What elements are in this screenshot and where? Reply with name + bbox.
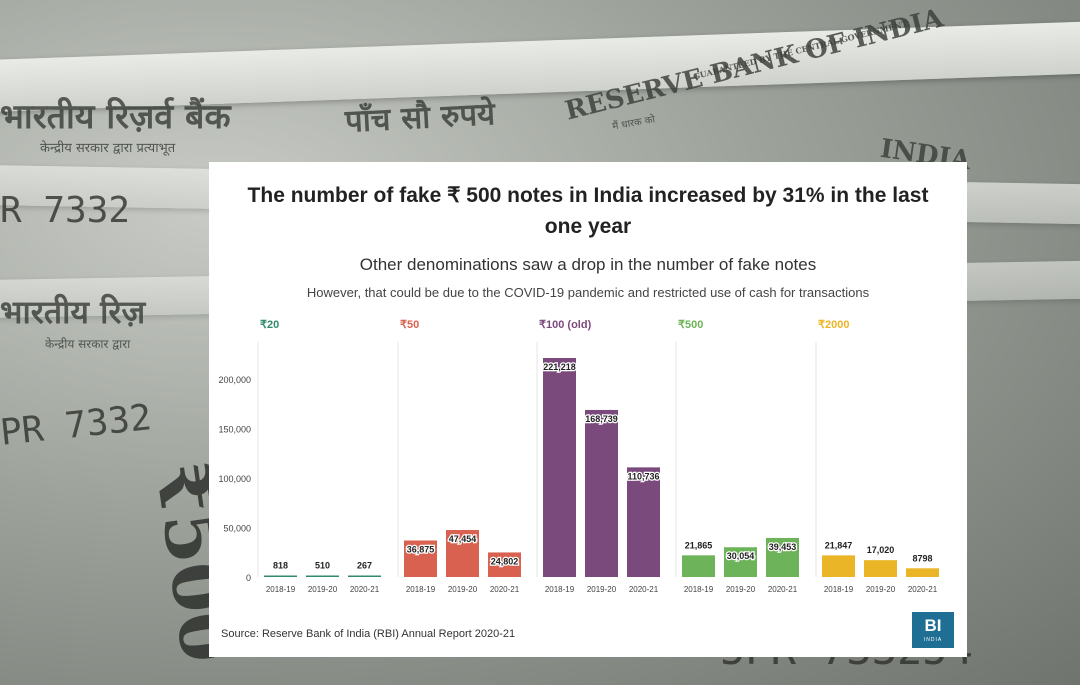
logo-text: BI [924,616,942,635]
data-label: 221,218 [543,362,576,372]
bar [906,568,939,577]
bar [543,357,576,577]
x-tick-label: 2018-19 [824,585,854,594]
data-label: 24,802 [491,556,519,566]
x-tick-label: 2018-19 [684,585,714,594]
bar [404,540,437,577]
bar [348,575,381,577]
x-tick-label: 2020-21 [350,585,380,594]
data-label: 21,865 [685,540,713,550]
x-tick-label: 2020-21 [908,585,938,594]
y-tick-label: 200,000 [218,375,251,385]
bar-chart: 200,000 150,000 100,000 50,000 0 ₹20 818 2018-1… [218,319,939,594]
x-tick-label: 2019-20 [448,585,478,594]
data-label: 168,739 [585,414,618,424]
bg-text-hindi-500: पाँच सौ रुपये [344,96,496,140]
bar [306,575,339,577]
bi-india-logo: BI INDIA [912,612,954,648]
bar [822,555,855,577]
bg-serial: PR 7332 [0,397,154,454]
bar [682,555,715,577]
x-tick-label: 2020-21 [768,585,798,594]
bar [766,537,799,577]
denomination-label: ₹2000 [818,319,849,331]
bar [446,530,479,577]
logo-subtext: INDIA [923,637,943,643]
x-tick-label: 2018-19 [545,585,575,594]
data-label: 8798 [912,553,932,563]
bg-text-hindi-guarantee-2: केन्द्रीय सरकार द्वारा [45,337,131,351]
x-tick-label: 2020-21 [629,585,659,594]
bg-text-hindi-rbi: भारतीय रिज़र्व बैंक [0,97,231,137]
bar [724,547,757,577]
denomination-label: ₹20 [260,319,279,331]
data-label: 36,875 [407,544,435,554]
data-label: 47,454 [449,534,477,544]
x-tick-label: 2018-19 [266,585,296,594]
bar [488,552,521,577]
data-label: 818 [273,561,288,571]
bar [585,409,618,577]
x-tick-label: 2020-21 [490,585,520,594]
bg-text-hindi-guarantee: केन्द्रीय सरकार द्वारा प्रत्याभूत [40,141,176,156]
denomination-label: ₹100 (old) [539,319,592,331]
data-label: 39,453 [769,542,797,552]
data-label: 21,847 [825,540,853,550]
data-label: 510 [315,561,330,571]
x-tick-label: 2019-20 [866,585,896,594]
data-label: 30,054 [727,551,755,561]
bg-text-hindi-rbi-2: भारतीय रिज़ [0,293,146,331]
x-tick-label: 2019-20 [308,585,338,594]
x-tick-label: 2018-19 [406,585,436,594]
x-tick-label: 2019-20 [587,585,617,594]
y-tick-label: 50,000 [223,524,251,534]
chart-subtitle: Other denominations saw a drop in the nu… [359,255,817,274]
bar [264,575,297,577]
chart-note: However, that could be due to the COVID-… [306,285,870,300]
bg-text-hindi-promise: मैं धारक को [611,114,657,133]
denomination-label: ₹50 [400,319,419,331]
bar [627,467,660,577]
y-tick-label: 150,000 [218,425,251,435]
x-tick-label: 2019-20 [726,585,756,594]
y-tick-label: 0 [246,573,251,583]
chart-title: The number of fake ₹ 500 notes in India … [247,184,929,238]
data-label: 110,736 [627,471,659,481]
source-note: Source: Reserve Bank of India (RBI) Annu… [221,628,516,640]
bar [864,560,897,577]
y-tick-label: 100,000 [218,474,251,484]
data-label: 17,020 [867,545,895,555]
data-label: 267 [357,561,372,571]
denomination-label: ₹500 [678,319,703,331]
bg-serial: R 7332 [0,190,131,231]
chart-card: The number of fake ₹ 500 notes in India … [209,162,967,657]
